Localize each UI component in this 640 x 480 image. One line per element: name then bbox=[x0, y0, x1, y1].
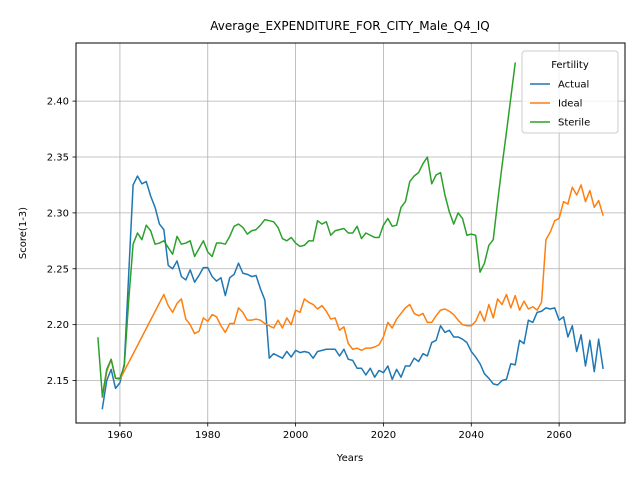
y-ticks: 2.15 2.20 2.25 2.30 2.35 2.40 bbox=[47, 97, 76, 387]
legend-entry-ideal: Ideal bbox=[558, 99, 582, 110]
y-tick-label: 2.15 bbox=[47, 376, 69, 387]
x-ticks: 1960 1980 2000 2020 2040 2060 bbox=[107, 423, 572, 441]
plot-frame bbox=[75, 42, 626, 424]
series-line-sterile bbox=[97, 62, 517, 397]
y-tick-label: 2.30 bbox=[47, 208, 69, 219]
x-tick-label: 2060 bbox=[546, 430, 571, 441]
grid bbox=[76, 43, 625, 423]
y-tick-label: 2.40 bbox=[47, 97, 69, 108]
y-tick-label: 2.35 bbox=[47, 153, 69, 164]
series-line-actual bbox=[101, 175, 604, 410]
x-axis-label: Years bbox=[336, 453, 363, 464]
chart-title: Average_EXPENDITURE_FOR_CITY_Male_Q4_IQ bbox=[210, 19, 489, 33]
y-tick-label: 2.20 bbox=[47, 320, 69, 331]
x-tick-label: 1980 bbox=[195, 430, 220, 441]
y-axis-label: Score(1-3) bbox=[18, 207, 29, 259]
legend: Fertility Actual Ideal Sterile bbox=[521, 50, 619, 134]
x-tick-label: 2040 bbox=[459, 430, 484, 441]
legend-box bbox=[521, 50, 619, 134]
legend-entry-sterile: Sterile bbox=[558, 118, 590, 129]
series-lines bbox=[97, 62, 604, 410]
x-tick-label: 2020 bbox=[371, 430, 396, 441]
y-tick-label: 2.25 bbox=[47, 264, 69, 275]
x-tick-label: 1960 bbox=[107, 430, 132, 441]
series-line-ideal bbox=[101, 184, 604, 399]
legend-entry-actual: Actual bbox=[558, 80, 589, 91]
x-tick-label: 2000 bbox=[283, 430, 308, 441]
legend-title: Fertility bbox=[551, 60, 589, 71]
